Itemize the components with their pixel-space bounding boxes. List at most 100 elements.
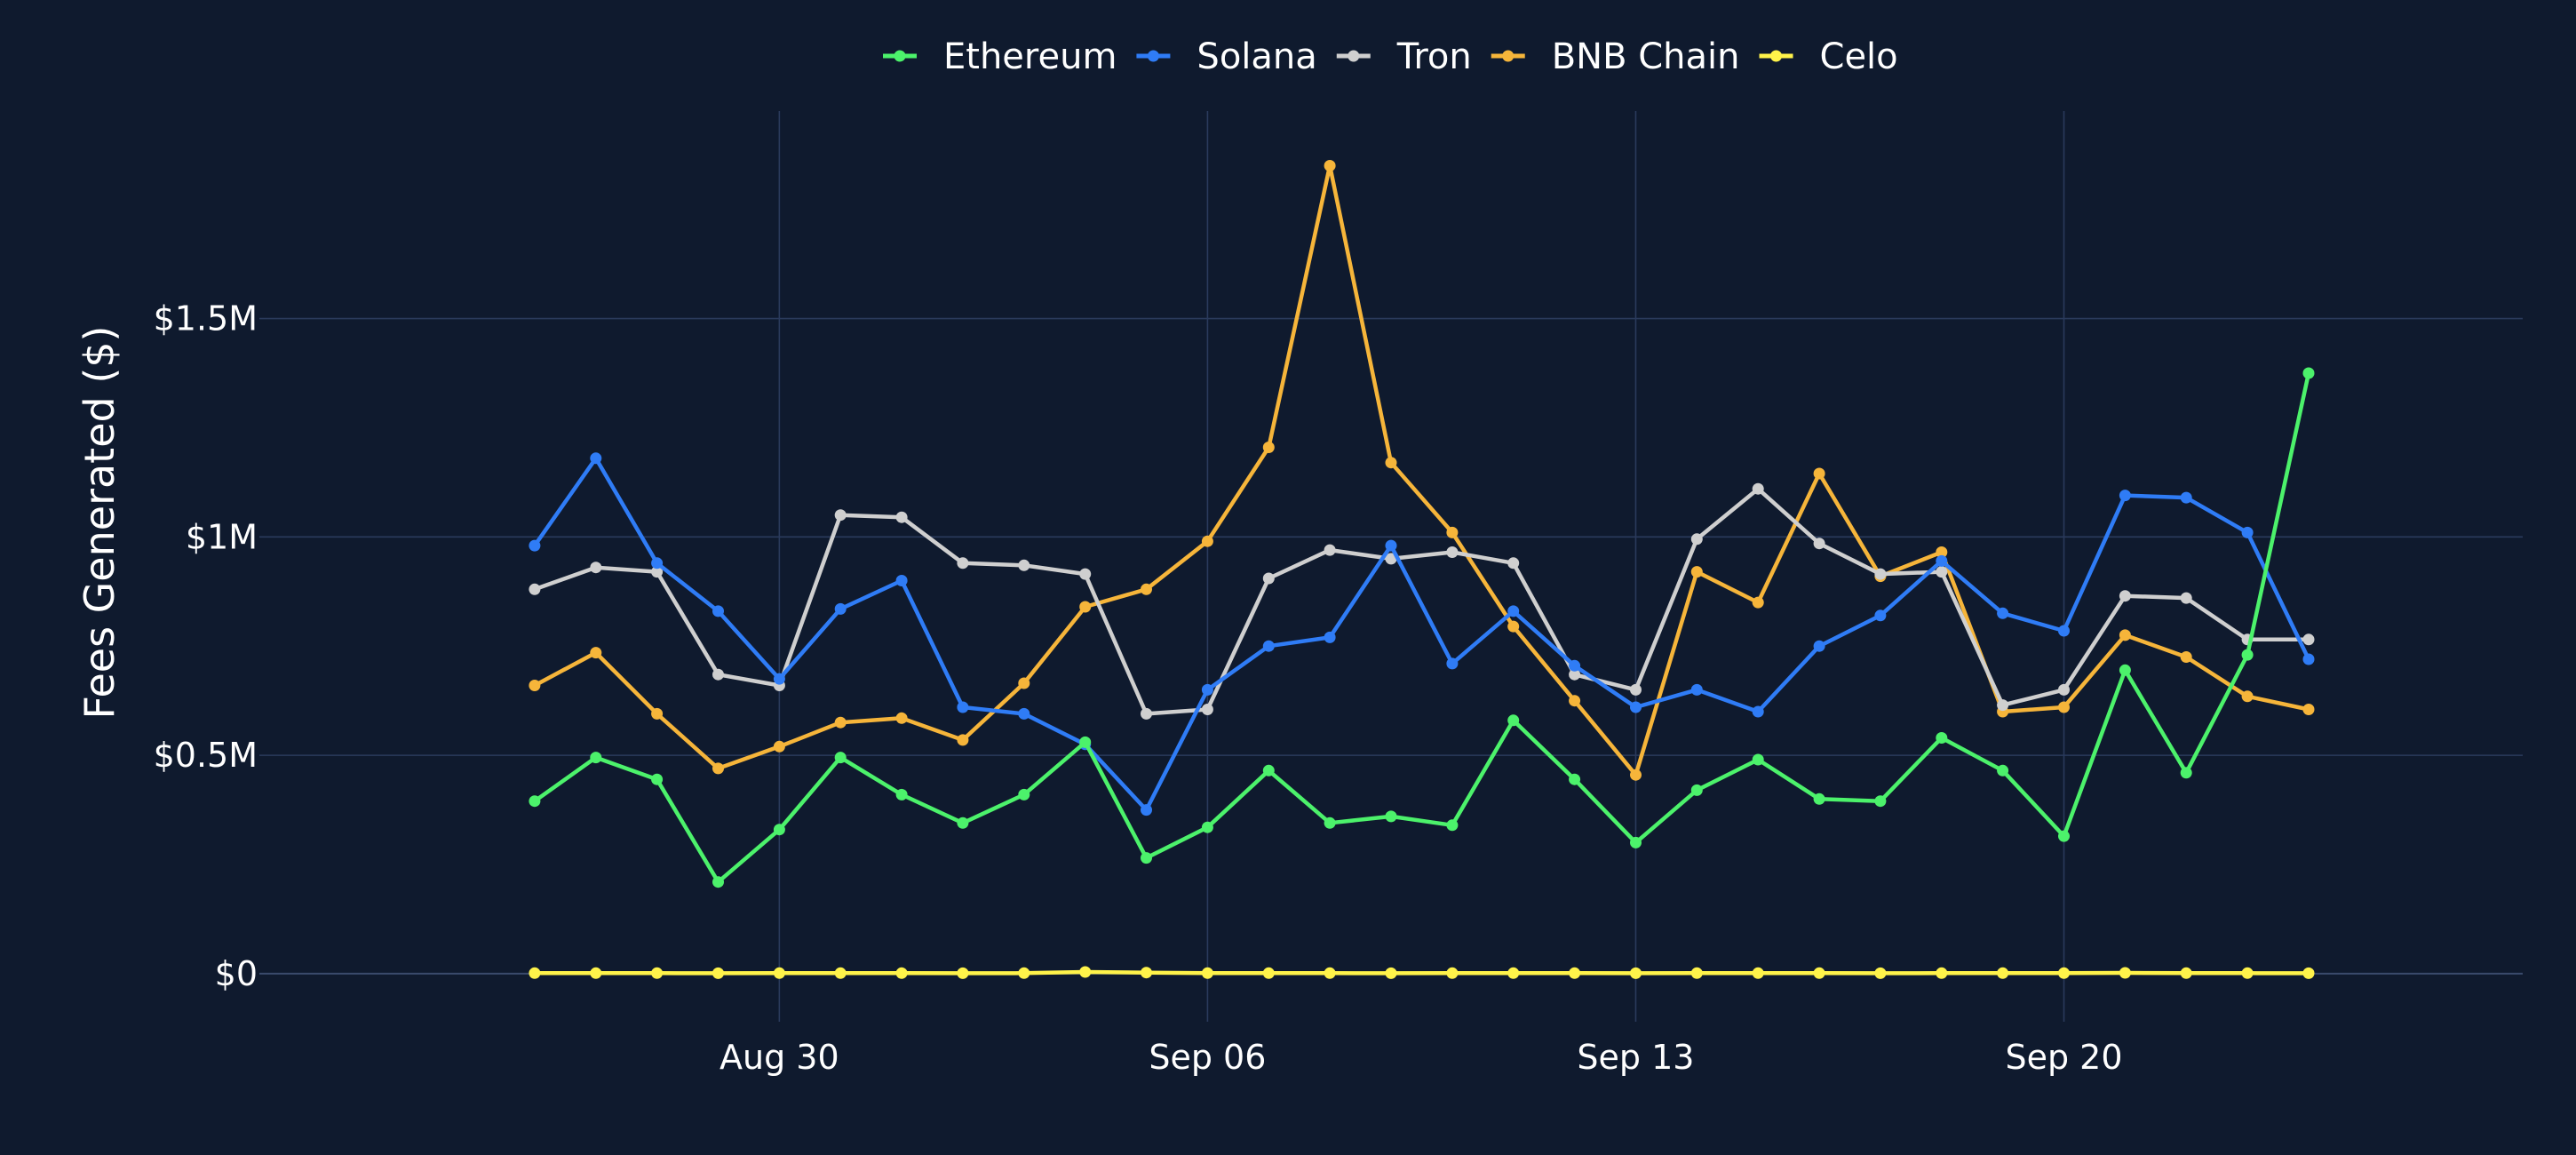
- data-point-bnb-chain: [712, 762, 724, 775]
- data-point-solana: [1630, 701, 1642, 713]
- data-point-ethereum: [1385, 810, 1397, 823]
- data-point-tron: [651, 566, 664, 578]
- legend-marker-bnb-chain: [1502, 50, 1515, 62]
- data-point-solana: [1018, 707, 1030, 720]
- data-point-solana: [895, 575, 908, 586]
- data-point-ethereum: [1874, 795, 1887, 808]
- data-point-ethereum: [712, 876, 724, 888]
- y-axis-title: Fees Generated ($): [76, 326, 123, 720]
- data-point-tron: [1936, 566, 1948, 578]
- data-point-tron: [2302, 633, 2315, 646]
- data-point-ethereum: [1201, 821, 1213, 833]
- data-point-ethereum: [2180, 767, 2192, 779]
- data-point-celo: [1630, 967, 1642, 979]
- data-point-bnb-chain: [2241, 690, 2254, 703]
- data-point-bnb-chain: [1813, 467, 1825, 480]
- data-point-tron: [2180, 592, 2192, 604]
- data-point-tron: [1507, 557, 1520, 570]
- data-point-bnb-chain: [590, 647, 602, 659]
- data-point-tron: [1079, 568, 1092, 580]
- data-point-tron: [1141, 707, 1152, 720]
- data-point-ethereum: [1997, 764, 2009, 777]
- data-point-bnb-chain: [1446, 526, 1459, 538]
- data-point-ethereum: [1018, 788, 1030, 801]
- data-point-tron: [590, 562, 602, 574]
- data-point-solana: [1997, 607, 2009, 619]
- data-point-solana: [834, 602, 847, 615]
- data-point-ethereum: [1141, 852, 1152, 864]
- data-point-celo: [1385, 967, 1397, 979]
- data-point-bnb-chain: [1141, 583, 1152, 595]
- data-point-bnb-chain: [2119, 629, 2131, 641]
- data-point-solana: [1385, 539, 1397, 552]
- data-point-tron: [1690, 533, 1703, 546]
- data-point-tron: [1262, 572, 1275, 585]
- data-point-solana: [1690, 683, 1703, 696]
- data-point-solana: [590, 452, 602, 465]
- legend-marker-ethereum: [894, 50, 906, 62]
- data-point-solana: [1936, 554, 1948, 567]
- data-point-bnb-chain: [773, 740, 785, 753]
- data-point-celo: [834, 967, 847, 979]
- series-tron: [529, 482, 2315, 720]
- data-point-solana: [1813, 640, 1825, 652]
- data-point-ethereum: [1262, 764, 1275, 777]
- legend-item-ethereum: Ethereum: [883, 36, 1117, 77]
- legend-label-celo: Celo: [1820, 36, 1898, 77]
- series-bnb-chain: [529, 160, 2315, 781]
- data-point-tron: [895, 511, 908, 523]
- data-point-tron: [1446, 546, 1459, 558]
- data-point-bnb-chain: [1690, 566, 1703, 578]
- legend: Ethereum Solana Tron BNB Chain Celo: [883, 36, 1898, 77]
- data-point-ethereum: [2119, 664, 2131, 676]
- data-point-ethereum: [1569, 773, 1581, 785]
- data-point-solana: [1874, 609, 1887, 622]
- data-point-tron: [1813, 538, 1825, 550]
- data-point-bnb-chain: [2058, 701, 2070, 713]
- data-point-ethereum: [651, 773, 664, 785]
- data-point-solana: [2241, 526, 2254, 538]
- series-line-ethereum: [533, 372, 2311, 884]
- data-point-celo: [1079, 966, 1092, 978]
- data-point-celo: [957, 967, 969, 979]
- data-point-bnb-chain: [1569, 695, 1581, 707]
- data-point-ethereum: [1630, 836, 1642, 848]
- data-point-tron: [834, 509, 847, 522]
- y-tick-label: $0.5M: [154, 736, 258, 775]
- data-point-ethereum: [1936, 732, 1948, 744]
- data-point-tron: [957, 557, 969, 570]
- data-point-tron: [2058, 683, 2070, 696]
- legend-item-tron: Tron: [1336, 36, 1472, 77]
- data-point-solana: [1324, 631, 1336, 643]
- data-point-bnb-chain: [651, 707, 664, 720]
- legend-label-tron: Tron: [1396, 36, 1472, 77]
- data-point-tron: [1324, 544, 1336, 556]
- data-point-bnb-chain: [895, 712, 908, 724]
- data-point-ethereum: [957, 816, 969, 829]
- data-point-bnb-chain: [1752, 596, 1764, 609]
- data-point-tron: [1752, 482, 1764, 495]
- data-point-celo: [651, 967, 664, 979]
- data-point-celo: [1018, 967, 1030, 979]
- data-point-solana: [651, 557, 664, 570]
- x-tick-label: Sep 20: [2005, 1038, 2122, 1077]
- legend-label-ethereum: Ethereum: [943, 36, 1117, 77]
- data-point-tron: [2119, 590, 2131, 602]
- data-point-tron: [1569, 668, 1581, 681]
- data-point-celo: [1813, 967, 1825, 979]
- legend-label-bnb-chain: BNB Chain: [1552, 36, 1740, 77]
- legend-marker-celo: [1770, 50, 1783, 62]
- data-point-celo: [712, 967, 724, 979]
- data-point-celo: [2302, 967, 2315, 979]
- data-point-celo: [1936, 967, 1948, 979]
- data-point-bnb-chain: [834, 716, 847, 729]
- data-point-solana: [2302, 653, 2315, 665]
- data-point-ethereum: [1079, 736, 1092, 748]
- data-point-solana: [1141, 804, 1152, 816]
- data-point-bnb-chain: [529, 680, 541, 691]
- data-point-solana: [1262, 640, 1275, 652]
- data-point-ethereum: [1813, 793, 1825, 805]
- data-point-solana: [1446, 657, 1459, 670]
- y-axis-ticks: $0 $0.5M $1M $1.5M: [154, 299, 258, 993]
